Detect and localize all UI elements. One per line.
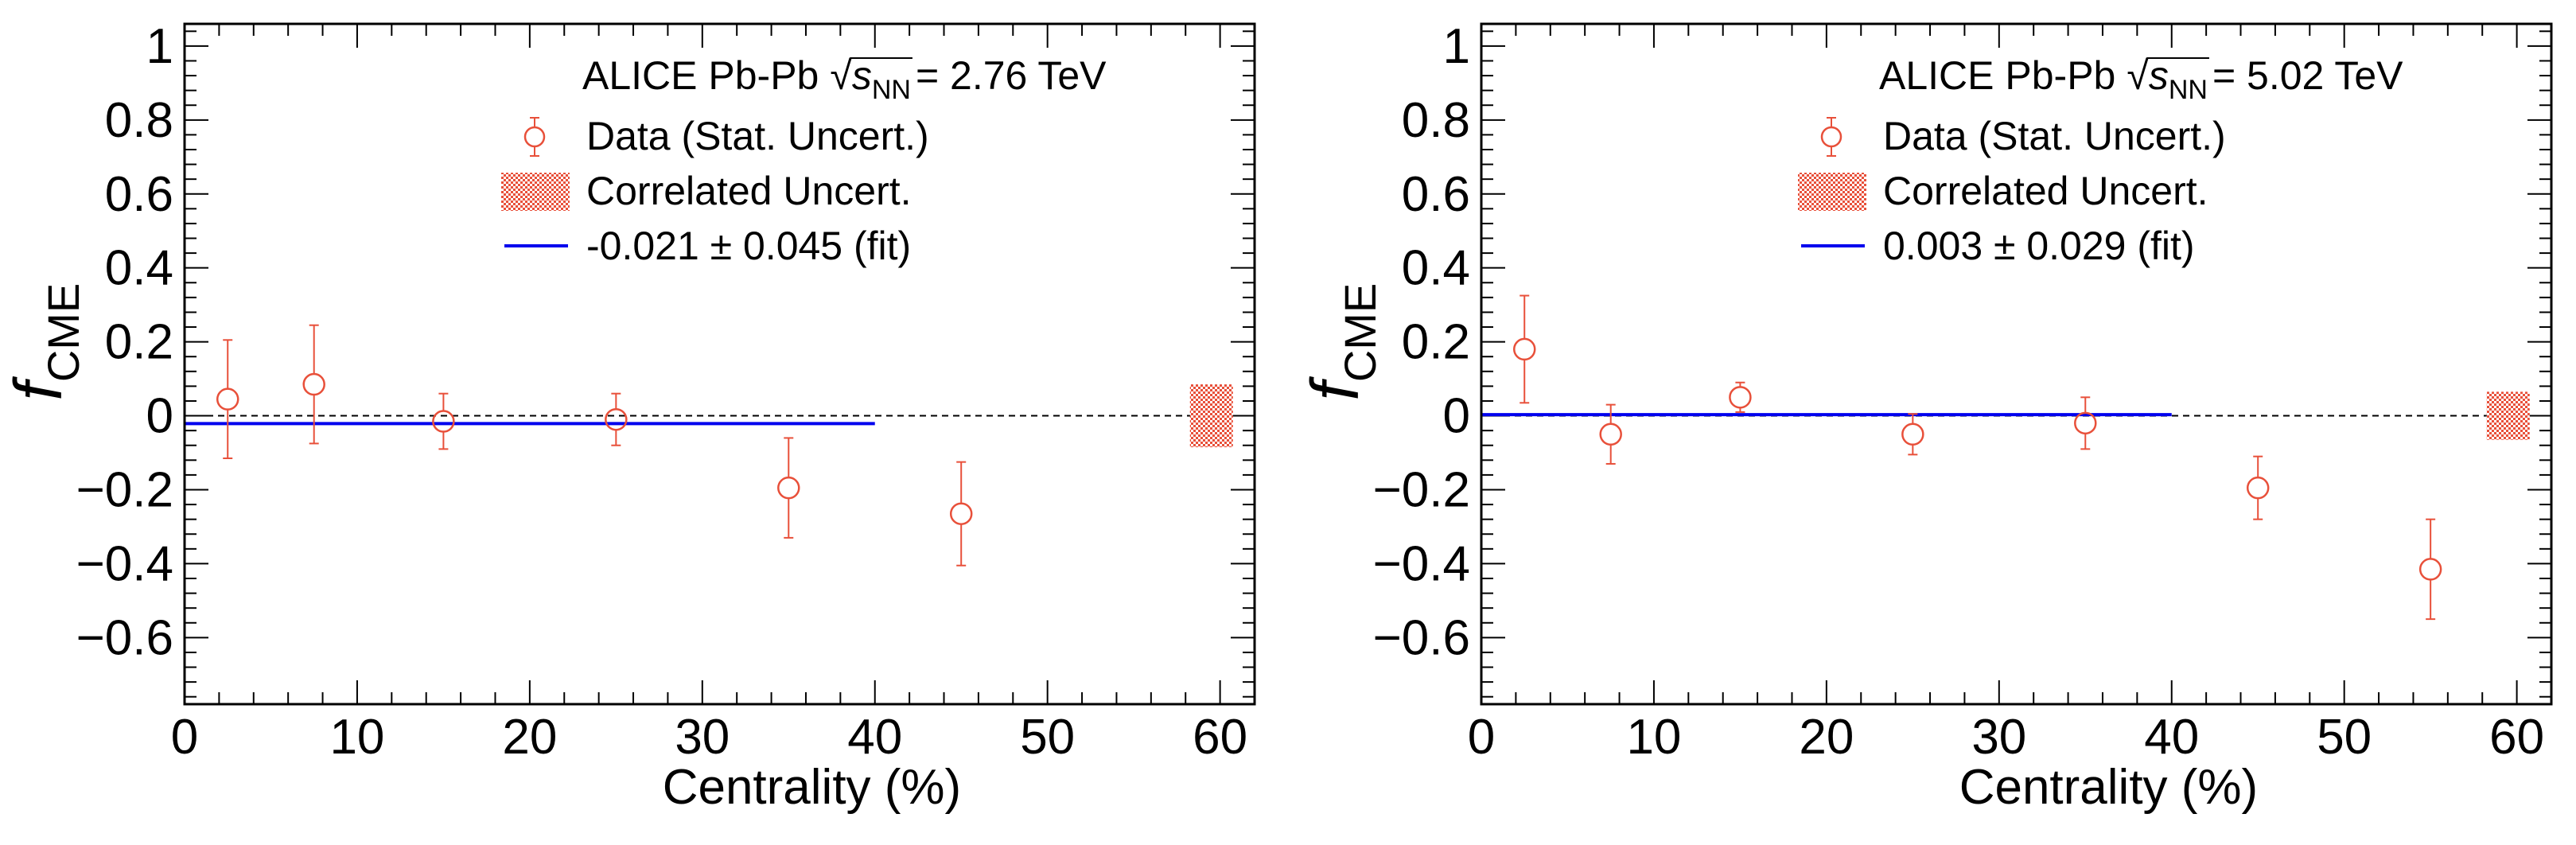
x-tick-label: 0 [1468,710,1495,765]
y-axis-title-subscript: CME [1335,283,1385,382]
x-tick-label: 10 [329,710,384,765]
panel-right: 0 10 20 30 40 50 60 1 0.8 0.6 0.4 0.2 0 −0.2 −0.4 −0.6… [1298,19,2553,815]
y-axis-title-subscript: CME [38,283,88,382]
axis-ticks [1481,24,2552,704]
y-tick-label: 0.8 [105,93,173,148]
y-tick-label: −0.2 [1373,462,1470,517]
x-tick-label: 60 [2489,710,2544,765]
header-experiment: ALICE Pb-Pb [1879,53,2115,98]
y-tick-label: 1 [1443,19,1470,74]
y-tick-label: 0.6 [105,167,173,222]
header-energy-symbol: s [852,53,872,98]
data-point [302,372,325,396]
y-tick-label: 0.2 [105,315,173,370]
x-tick-label: 10 [1626,710,1681,765]
header-experiment: ALICE Pb-Pb [582,53,819,98]
data-point [1901,422,1924,446]
data-point [432,410,455,433]
y-tick-labels: 1 0.8 0.6 0.4 0.2 0 −0.2 −0.4 −0.6 [76,19,173,665]
correlated-uncertainty-box [2486,391,2530,440]
y-tick-label: 0.8 [1402,93,1470,148]
legend-data-label: Data (Stat. Uncert.) [1883,114,2226,158]
y-tick-label: 1 [146,19,173,74]
axis-ticks [184,24,1255,704]
legend-data-marker [523,117,546,157]
x-tick-label: 40 [847,710,902,765]
legend-data-marker [1820,117,1843,157]
y-tick-label: 0.4 [1402,241,1470,296]
x-tick-labels: 0 10 20 30 40 50 60 [1468,710,2544,765]
legend-header: ALICE Pb-Pb √sNN = 5.02 TeV [1879,53,2403,105]
plot-frame [1480,22,2553,706]
y-axis-title: fCME [1,283,88,401]
legend-correlated-label: Correlated Uncert. [1883,169,2208,213]
chart-marks [185,324,1255,567]
x-tick-label: 50 [2317,710,2372,765]
x-tick-labels: 0 10 20 30 40 50 60 [171,710,1247,765]
x-tick-label: 60 [1193,710,1247,765]
data-point [2246,476,2270,500]
legend-header: ALICE Pb-Pb √sNN = 2.76 TeV [582,53,1107,105]
data-point [1729,386,1752,409]
x-tick-label: 20 [502,710,557,765]
x-tick-label: 50 [1020,710,1075,765]
x-tick-label: 20 [1799,710,1854,765]
data-point [949,502,973,525]
legend-fit-label: -0.021 ± 0.045 (fit) [586,224,911,268]
header-energy-symbol: s [2149,53,2169,98]
y-tick-label: −0.4 [1373,536,1470,591]
x-tick-label: 0 [171,710,198,765]
y-tick-label: 0.4 [105,241,173,296]
x-tick-label: 40 [2144,710,2199,765]
legend-correlated-label: Correlated Uncert. [586,169,912,213]
panel-left: 0 10 20 30 40 50 60 1 0.8 0.6 0.4 0.2 0 −0.2 −0.4 −0.6… [1,19,1256,815]
legend-data-label: Data (Stat. Uncert.) [586,114,929,158]
y-axis-title: fCME [1298,283,1385,401]
legend-circle [523,126,546,148]
plot-frame [183,22,1256,706]
data-point [2074,411,2097,435]
y-tick-label: 0 [146,389,173,444]
data-point [1512,337,1536,361]
header-energy-subscript: NN [2169,75,2208,105]
y-tick-label: 0.2 [1402,315,1470,370]
data-point [1599,422,1622,446]
y-tick-label: −0.2 [76,462,173,517]
header-energy-value: = 5.02 TeV [2212,53,2403,98]
y-tick-labels: 1 0.8 0.6 0.4 0.2 0 −0.2 −0.4 −0.6 [1373,19,1470,665]
legend-fit-label: 0.003 ± 0.029 (fit) [1883,224,2195,268]
x-axis-title: Centrality (%) [663,760,962,815]
y-tick-label: −0.6 [1373,610,1470,665]
y-tick-label: 0.6 [1402,167,1470,222]
data-point [777,476,800,500]
data-point [2418,558,2442,581]
data-point [605,407,628,431]
legend-correlated-swatch [1798,173,1866,211]
header-energy-subscript: NN [872,75,911,105]
y-tick-label: 0 [1443,389,1470,444]
header-energy-value: = 2.76 TeV [916,53,1107,98]
correlated-uncertainty-box [1189,384,1233,448]
chart-marks [1481,294,2551,621]
legend-correlated-swatch [501,173,570,211]
data-point [216,387,239,411]
x-axis-title: Centrality (%) [1959,760,2259,815]
x-tick-label: 30 [1971,710,2026,765]
y-tick-label: −0.4 [76,536,173,591]
legend-circle [1820,126,1843,148]
y-tick-label: −0.6 [76,610,173,665]
x-tick-label: 30 [675,710,730,765]
